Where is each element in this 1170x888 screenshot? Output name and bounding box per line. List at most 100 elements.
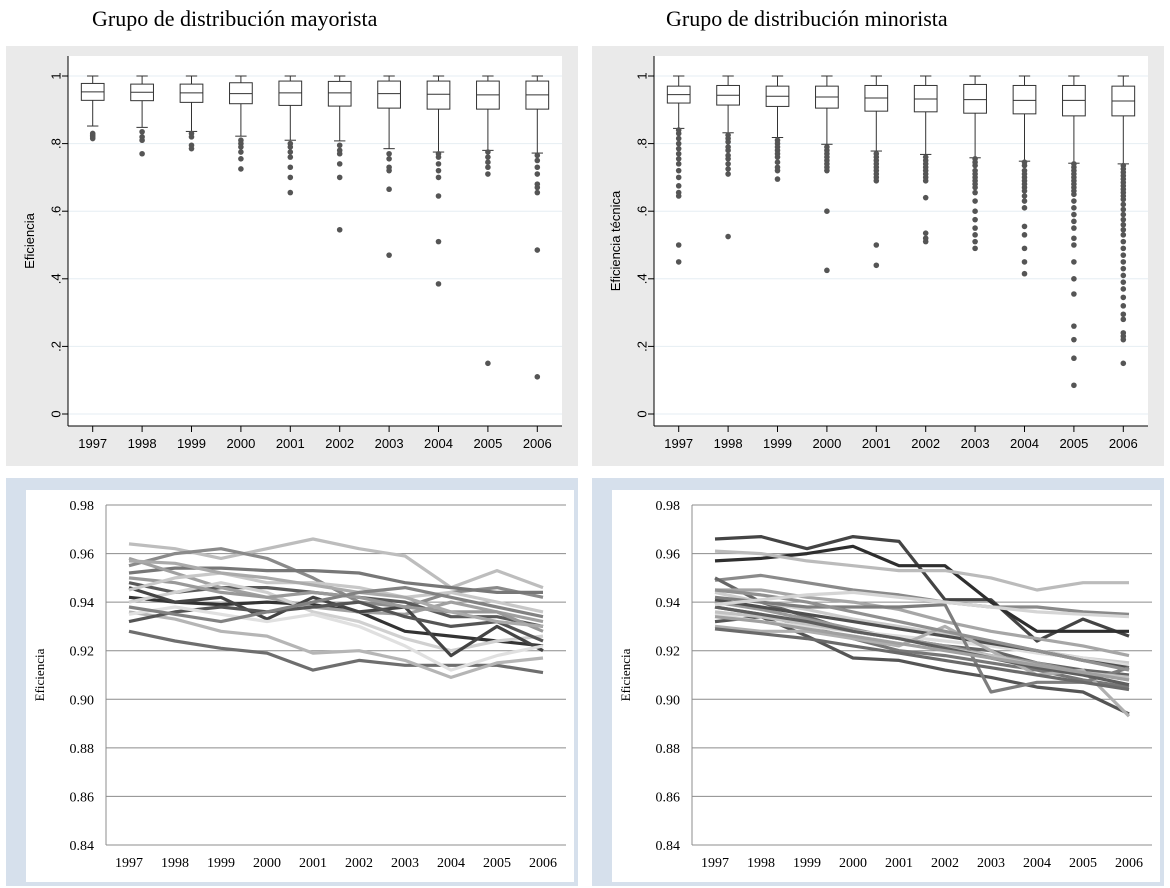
outlier-point: [675, 145, 682, 152]
outlier-point: [534, 171, 541, 177]
x-tick-label: 2004: [424, 436, 453, 451]
boxplot-minorista: 0 .2 .4 .6 .8 1 1997 1998 1999 2000 2001 2002 2003 20…: [608, 56, 1148, 451]
outlier-point: [1071, 291, 1077, 297]
series-line: [714, 549, 1129, 592]
x-tick-label: 1997: [701, 856, 729, 871]
y-tick-label: 0.90: [70, 693, 95, 708]
x-tick-label: 2005: [1069, 856, 1097, 871]
outlier-point: [1071, 355, 1077, 362]
plot-area: [612, 490, 1160, 882]
outlier-point: [485, 154, 491, 160]
outlier-point: [1021, 162, 1028, 169]
series-line: [714, 605, 1130, 687]
outlier-point: [873, 177, 880, 184]
outlier-point: [725, 233, 731, 240]
outlier-point: [675, 183, 682, 189]
outlier-point: [972, 184, 978, 191]
y-axis-label: Eficiencia técnica: [608, 190, 623, 291]
x-tick-label: 2003: [961, 436, 990, 451]
outlier-point: [188, 145, 195, 152]
y-tick-label: .6: [49, 206, 64, 217]
outlier-point: [1071, 225, 1077, 231]
outlier-point: [1120, 221, 1127, 228]
outlier-point: [1071, 323, 1077, 329]
outlier-point: [774, 176, 781, 182]
outlier-point: [824, 267, 830, 274]
y-tick-label: 0.84: [656, 839, 681, 854]
y-tick-label: 0: [635, 410, 650, 417]
y-tick-label: 0.94: [70, 596, 95, 611]
outlier-point: [1021, 270, 1028, 277]
x-tick-label: 2000: [812, 436, 841, 451]
y-tick-label: .2: [635, 341, 650, 352]
outlier-point: [1021, 188, 1028, 194]
x-tick-label: 2001: [276, 436, 305, 451]
x-tick-label: 2005: [473, 436, 502, 451]
outlier-point: [922, 238, 929, 245]
outlier-point: [725, 171, 731, 177]
outlier-point: [675, 167, 682, 174]
outlier-point: [725, 161, 731, 167]
x-tick-label: 2005: [483, 856, 511, 871]
outlier-point: [188, 134, 195, 140]
outlier-point: [287, 174, 294, 181]
x-tick-label: 2002: [911, 436, 940, 451]
outlier-point: [1021, 198, 1028, 204]
outlier-point: [774, 154, 781, 160]
outlier-point: [238, 166, 244, 172]
plot-area: [68, 56, 562, 426]
x-tick-label: 2002: [325, 436, 354, 451]
y-tick-label: 0.90: [656, 693, 681, 708]
x-tick-label: 2001: [299, 856, 327, 871]
y-axis-label: Eficiencia: [32, 648, 47, 701]
outlier-point: [873, 262, 880, 269]
outlier-point: [972, 232, 978, 238]
y-tick-label: 0.96: [656, 548, 681, 563]
x-tick-label: 2000: [226, 436, 255, 451]
x-tick-label: 1999: [177, 436, 206, 451]
outlier-point: [675, 242, 682, 248]
outlier-point: [774, 167, 781, 174]
outlier-point: [1021, 259, 1028, 265]
series-line: [128, 571, 544, 614]
box-body: [377, 80, 401, 109]
outlier-point: [1120, 272, 1127, 279]
series-line: [128, 559, 544, 628]
x-tick-label: 2000: [253, 856, 281, 871]
x-tick-label: 2005: [1059, 436, 1088, 451]
outlier-point: [534, 152, 541, 159]
y-tick-label: 0.88: [656, 742, 681, 757]
outlier-point: [1120, 259, 1127, 265]
linechart-minorista: 0.84 0.86 0.88 0.90 0.92 0.94 0.96 0.98 1997 1998…: [612, 490, 1160, 882]
boxplot-mayorista: 0 .2 .4 .6 .8 1 1997 1998 1999 2000 2001 2002 2003 20…: [22, 56, 562, 451]
outlier-point: [435, 174, 442, 181]
outlier-point: [1120, 303, 1127, 309]
outlier-point: [89, 135, 96, 142]
outlier-point: [1120, 294, 1127, 301]
plot-area: [654, 56, 1148, 426]
outlier-point: [972, 225, 978, 231]
series-line: [128, 605, 544, 672]
boxplot-panel-minorista: 0 .2 .4 .6 .8 1 1997 1998 1999 2000 2001 2002 2003 20…: [592, 46, 1164, 466]
outlier-point: [1071, 205, 1077, 211]
series-line: [128, 556, 544, 624]
outlier-point: [1021, 193, 1028, 199]
x-tick-label: 2003: [977, 856, 1005, 871]
y-tick-label: .4: [635, 273, 650, 284]
outlier-point: [238, 149, 244, 155]
x-tick-label: 1998: [161, 856, 189, 871]
outlier-point: [1120, 196, 1127, 203]
x-tick-label: 1997: [115, 856, 143, 871]
outlier-point: [386, 252, 392, 258]
outlier-point: [435, 167, 442, 174]
y-tick-label: 0.98: [70, 499, 95, 514]
outlier-point: [1071, 211, 1077, 218]
x-tick-label: 1998: [747, 856, 775, 871]
y-tick-label: 0.94: [656, 596, 681, 611]
outlier-point: [1071, 336, 1077, 343]
outlier-point: [725, 166, 731, 172]
outlier-point: [1071, 191, 1077, 198]
outlier-point: [238, 144, 244, 150]
outlier-point: [336, 226, 343, 233]
outlier-point: [675, 130, 682, 137]
